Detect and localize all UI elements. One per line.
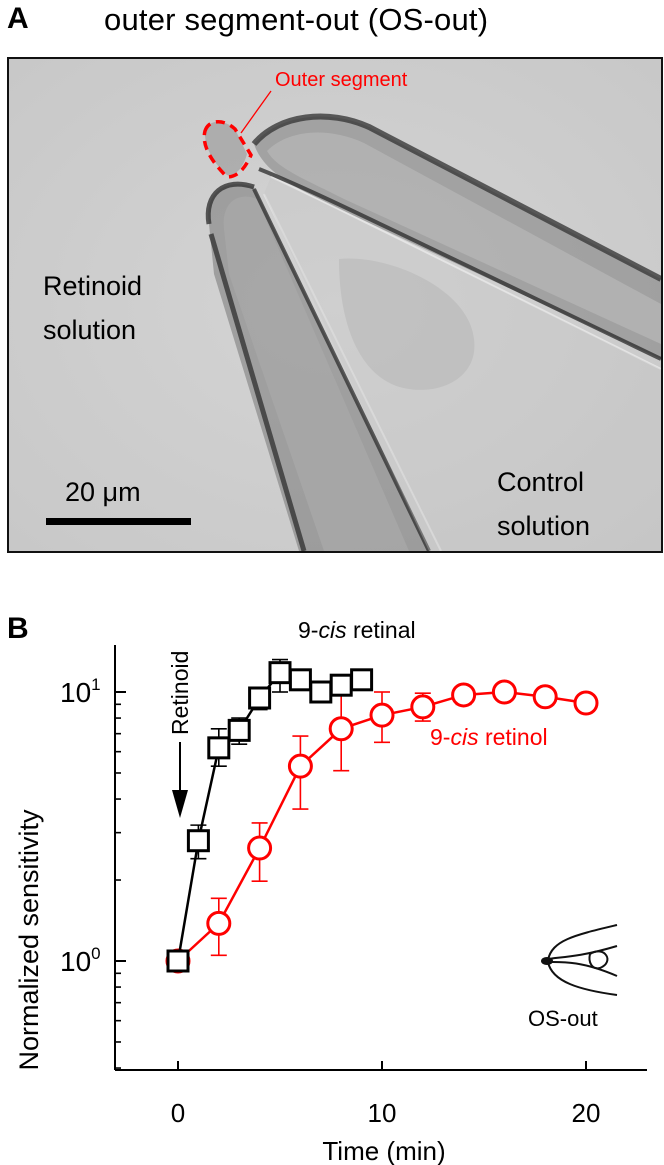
panel-b-letter: B [7,612,29,645]
data-point-circle [287,753,313,779]
xtick-0: 0 [171,1098,185,1128]
xtick-20: 20 [572,1098,601,1128]
outer-segment-outline [202,120,253,179]
data-point-square [166,949,190,973]
series-9-cis-retinol [165,679,599,974]
retinoid-arrow-label: Retinoid [167,651,193,735]
panel-a-letter: A [7,2,29,35]
retinoid-arrow-icon [172,790,188,818]
series-line [176,671,362,962]
data-point-square [186,829,210,853]
data-point-square [309,680,333,704]
data-point-circle [573,690,599,716]
scale-bar [46,518,191,525]
chart-series [165,658,599,974]
series-label-retinal: 9-cis retinal [298,617,416,643]
data-point-square [227,718,251,742]
data-point-square [288,668,312,692]
ytick-10-1: 101 [60,675,101,708]
os-out-pipette-icon [541,924,618,996]
chart-axes [114,645,647,1071]
scale-bar-label: 20 μm [65,477,141,507]
sensitivity-chart: 101 100 0 10 20 Time (min) Normalized se… [0,590,664,1165]
data-point-circle [328,716,354,742]
series-9-cis-retinal [166,658,374,973]
outer-segment-leader-line [240,90,272,134]
y-axis-label: Normalized sensitivity [14,809,44,1071]
micrograph: Outer segment Retinoid solution solution… [7,57,663,553]
xtick-10: 10 [368,1098,397,1128]
retinoid-solution-label-line1: Retinoid [43,271,143,301]
data-point-square [207,736,231,760]
data-point-circle [247,835,273,861]
outer-segment-label: Outer segment [275,69,408,91]
micrograph-image [9,59,661,551]
data-point-square [329,673,353,697]
os-out-inset-label: OS-out [528,1006,598,1031]
panel-a-title: outer segment-out (OS-out) [104,2,489,37]
data-point-circle [410,694,436,720]
series-label-retinol: 9-cis retinol [430,724,548,750]
data-point-circle [451,682,477,708]
control-solution-label-line1: Control [497,467,585,497]
chart-canvas: 101 100 0 10 20 Time (min) Normalized se… [14,617,647,1165]
data-point-square [350,668,374,692]
data-point-circle [532,684,558,710]
x-axis-label: Time (min) [322,1136,445,1165]
data-point-square [248,686,272,710]
data-point-circle [491,679,517,705]
data-point-circle [206,910,232,936]
control-solution-label-line2: solution [497,511,591,541]
data-point-circle [369,702,395,728]
data-point-square [268,661,292,685]
retinoid-solution-label-line2: solution [43,315,137,345]
ytick-10-0: 100 [60,944,101,977]
